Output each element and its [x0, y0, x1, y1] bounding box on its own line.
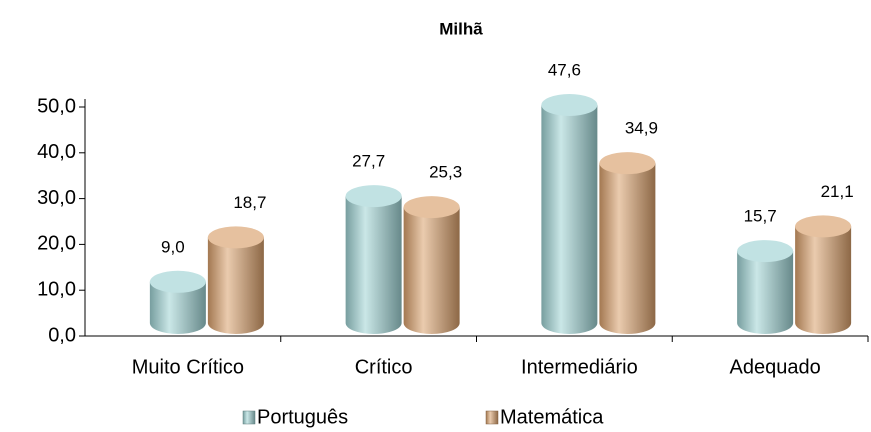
value-label: 9,0: [161, 237, 185, 256]
x-tick-label: Crítico: [355, 356, 413, 378]
value-label: 34,9: [625, 119, 658, 138]
bar-top: [795, 215, 852, 238]
bar-body: [737, 251, 794, 335]
bar-top: [149, 270, 206, 293]
x-tick-label: Adequado: [730, 356, 821, 378]
value-label: 47,6: [548, 60, 581, 79]
bar-top: [403, 196, 460, 219]
legend-label: Matemática: [500, 406, 604, 428]
y-tick-label: 0,0: [48, 324, 76, 346]
legend-label: Português: [257, 406, 348, 428]
bar-top: [541, 93, 598, 116]
bar-body: [599, 163, 656, 335]
bar-body: [345, 196, 402, 335]
y-tick-label: 20,0: [37, 233, 76, 255]
bar-top: [737, 240, 794, 263]
x-tick-label: Intermediário: [521, 356, 638, 378]
bar: [403, 196, 460, 335]
bar-body: [795, 226, 852, 335]
bar: [599, 152, 656, 335]
value-label: 18,7: [233, 193, 266, 212]
bar: [795, 215, 852, 335]
value-label: 25,3: [429, 163, 462, 182]
bar-top: [207, 226, 264, 249]
y-tick-label: 10,0: [37, 278, 76, 300]
bar-top: [345, 185, 402, 208]
bar: [149, 270, 206, 335]
value-label: 21,1: [821, 182, 854, 201]
legend-marker: [242, 410, 256, 425]
x-tick-label: Muito Crítico: [132, 356, 244, 378]
bar: [737, 240, 794, 335]
y-tick-label: 50,0: [37, 95, 76, 117]
y-tick-label: 40,0: [37, 141, 76, 163]
bar-body: [403, 207, 460, 335]
bar-body: [541, 104, 598, 335]
value-label: 15,7: [744, 207, 777, 226]
bar-top: [599, 152, 656, 175]
bar: [541, 93, 598, 335]
value-label: 27,7: [352, 152, 385, 171]
bar-body: [207, 237, 264, 335]
y-tick-label: 30,0: [37, 187, 76, 209]
bar: [207, 226, 264, 335]
bar-body: [149, 281, 206, 335]
chart-title: Milhã: [439, 19, 483, 38]
legend-marker: [485, 410, 499, 425]
bar: [345, 185, 402, 335]
